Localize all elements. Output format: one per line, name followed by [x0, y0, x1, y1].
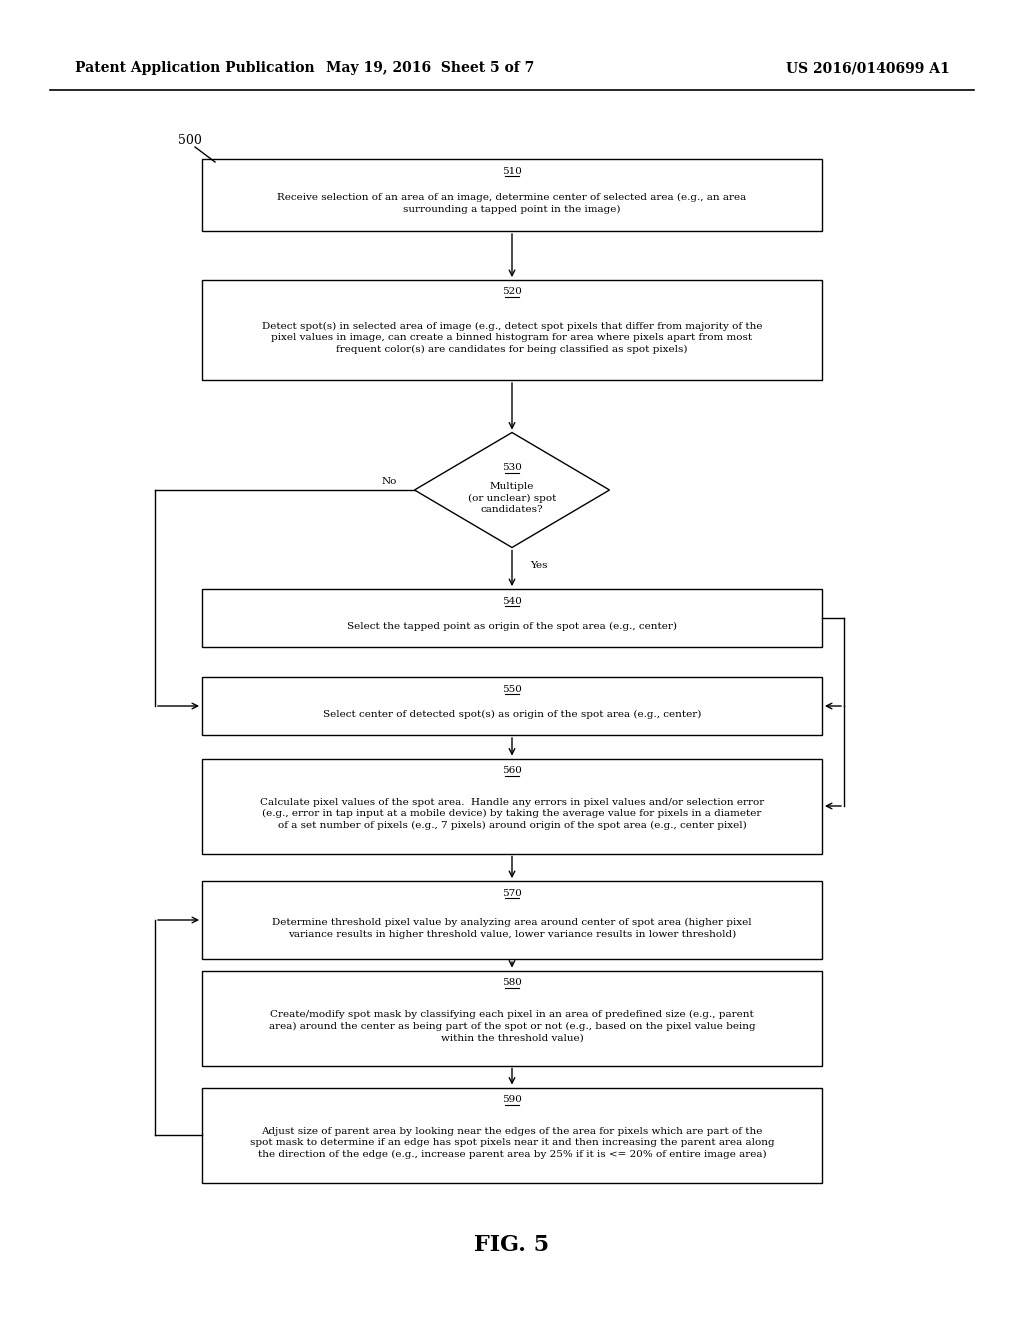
Text: May 19, 2016  Sheet 5 of 7: May 19, 2016 Sheet 5 of 7: [326, 61, 535, 75]
Bar: [202, 280, 822, 380]
Text: 590: 590: [502, 1096, 522, 1104]
Text: No: No: [381, 478, 396, 487]
Bar: [202, 677, 822, 735]
Text: Select the tapped point as origin of the spot area (e.g., center): Select the tapped point as origin of the…: [347, 622, 677, 631]
Text: Detect spot(s) in selected area of image (e.g., detect spot pixels that differ f: Detect spot(s) in selected area of image…: [262, 322, 762, 355]
Text: Create/modify spot mask by classifying each pixel in an area of predefined size : Create/modify spot mask by classifying e…: [268, 1010, 756, 1043]
Bar: [202, 970, 822, 1065]
Bar: [202, 880, 822, 960]
Text: Patent Application Publication: Patent Application Publication: [75, 61, 314, 75]
Text: 520: 520: [502, 288, 522, 297]
Text: Adjust size of parent area by looking near the edges of the area for pixels whic: Adjust size of parent area by looking ne…: [250, 1126, 774, 1159]
Text: Select center of detected spot(s) as origin of the spot area (e.g., center): Select center of detected spot(s) as ori…: [323, 709, 701, 718]
Text: 560: 560: [502, 766, 522, 775]
Bar: [202, 589, 822, 647]
Text: 550: 550: [502, 685, 522, 693]
Text: Multiple
(or unclear) spot
candidates?: Multiple (or unclear) spot candidates?: [468, 482, 556, 515]
Text: FIG. 5: FIG. 5: [474, 1234, 550, 1257]
Text: 530: 530: [502, 463, 522, 473]
Bar: [202, 759, 822, 854]
Text: US 2016/0140699 A1: US 2016/0140699 A1: [786, 61, 950, 75]
Text: Receive selection of an area of an image, determine center of selected area (e.g: Receive selection of an area of an image…: [278, 193, 746, 214]
Polygon shape: [415, 433, 609, 548]
Text: 500: 500: [178, 133, 202, 147]
Text: Yes: Yes: [530, 561, 548, 570]
Text: 580: 580: [502, 978, 522, 987]
Bar: [202, 158, 822, 231]
Bar: [202, 1088, 822, 1183]
Text: Determine threshold pixel value by analyzing area around center of spot area (hi: Determine threshold pixel value by analy…: [272, 917, 752, 939]
Text: Calculate pixel values of the spot area.  Handle any errors in pixel values and/: Calculate pixel values of the spot area.…: [260, 797, 764, 830]
Text: 570: 570: [502, 888, 522, 898]
Text: 540: 540: [502, 597, 522, 606]
Text: 510: 510: [502, 166, 522, 176]
